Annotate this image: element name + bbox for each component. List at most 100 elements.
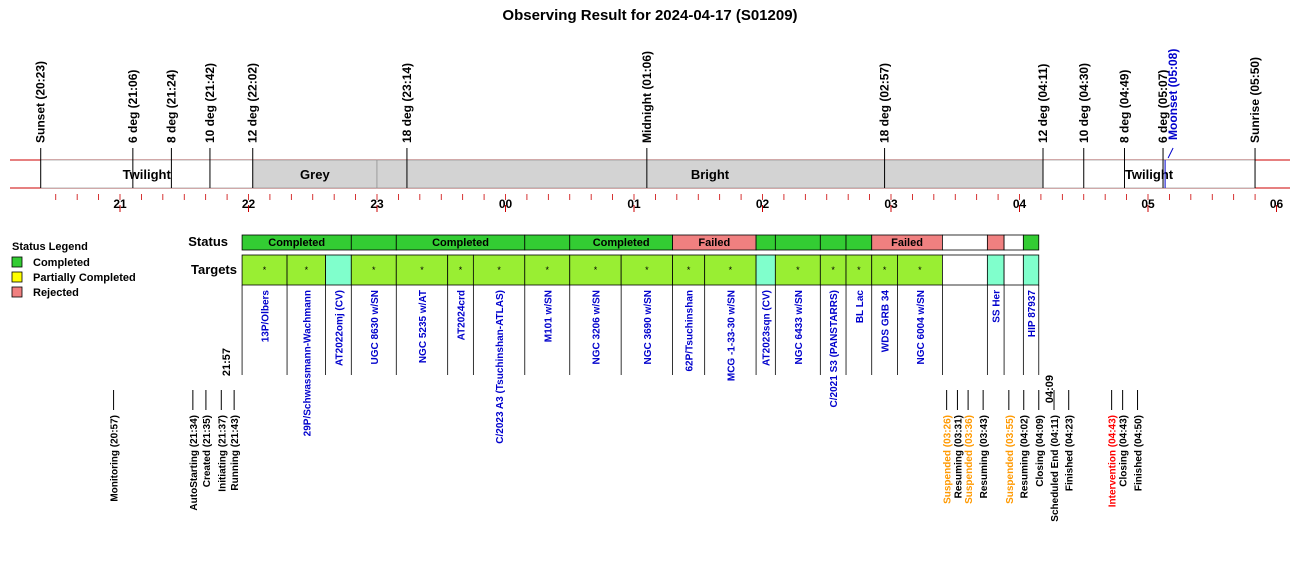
log-label-0: Monitoring (20:57) (110, 415, 121, 502)
target-block-18 (942, 254, 988, 286)
target-mark-5: * (459, 265, 463, 275)
event-label-5: 18 deg (23:14) (400, 63, 414, 143)
target-block-21 (1022, 254, 1040, 286)
target-mark-17: * (918, 265, 922, 275)
target-name-11: MCG -1-33-30 w/SN (726, 290, 737, 381)
status-block-label-0: Completed (268, 237, 325, 249)
status-block-12 (986, 234, 1005, 251)
target-block-6 (472, 254, 526, 286)
log-label-12: Scheduled End (04:11) (1050, 415, 1061, 522)
target-start-time: 21:57 (221, 348, 233, 376)
hour-label-0: 21 (113, 197, 127, 211)
target-block-9 (620, 254, 673, 286)
legend-label-1: Partially Completed (33, 272, 136, 284)
legend-swatch-1 (11, 271, 23, 283)
log-label-5: Suspended (03:26) (943, 415, 954, 504)
event-label-12: Moonset (05:08) (1166, 49, 1180, 140)
sky-band-1 (252, 159, 378, 189)
hour-label-2: 23 (370, 197, 384, 211)
status-block-13 (1003, 234, 1024, 251)
chart-title: Observing Result for 2024-04-17 (S01209) (502, 7, 797, 24)
target-block-0 (241, 254, 288, 286)
sky-band-label-2: Bright (691, 167, 730, 182)
target-block-13 (774, 254, 821, 286)
target-mark-15: * (857, 265, 861, 275)
status-block-label-2: Completed (432, 237, 489, 249)
log-label-11: Closing (04:09) (1035, 415, 1046, 487)
status-block-6 (755, 234, 776, 251)
hour-label-3: 00 (499, 197, 513, 211)
log-label-6: Resuming (03:31) (953, 415, 964, 498)
sky-bands: Twilight Grey Bright Twilight (40, 159, 1256, 189)
event-label-11: 6 deg (05:07) (1156, 70, 1170, 143)
sky-band-label-0: Twilight (123, 167, 172, 182)
targets-row: * * * * * * * * * * * * * * * * (241, 254, 1040, 286)
log-label-7: Suspended (03:36) (964, 415, 975, 504)
hour-label-4: 01 (627, 197, 641, 211)
hour-label-6: 03 (884, 197, 898, 211)
sky-band-label-1: Grey (300, 167, 330, 182)
target-mark-6: * (497, 265, 501, 275)
target-block-11 (704, 254, 757, 286)
status-row-label: Status (188, 234, 228, 249)
hour-label-5: 02 (756, 197, 770, 211)
log-label-10: Resuming (04:02) (1020, 415, 1031, 498)
legend-label-2: Rejected (33, 287, 79, 299)
status-legend: Status Legend Completed Partially Complet… (11, 241, 136, 299)
sky-band-2 (376, 159, 1044, 189)
event-label-8: 12 deg (04:11) (1036, 64, 1050, 143)
status-row: Completed Completed Completed Failed Failed (241, 234, 1040, 251)
target-end-time: 04:09 (1044, 375, 1056, 403)
target-mark-7: * (546, 265, 550, 275)
log-label-2: Created (21:35) (202, 415, 213, 487)
target-name-5: AT2024crd (457, 290, 468, 340)
target-name-7: M101 w/SN (543, 290, 554, 342)
hour-axis: 21 22 23 00 01 02 03 04 05 06 (55, 194, 1284, 212)
status-block-9 (845, 234, 873, 251)
status-block-label-5: Failed (698, 237, 730, 249)
target-name-15: BL Lac (855, 290, 866, 324)
log-label-16: Finished (04:50) (1134, 415, 1145, 491)
log-label-1: AutoStarting (21:34) (189, 415, 200, 511)
hour-label-9: 06 (1270, 197, 1284, 211)
legend-title: Status Legend (12, 241, 88, 253)
log-label-9: Suspended (03:55) (1005, 415, 1016, 504)
target-name-10: 62P/Tsuchinshan (685, 290, 696, 372)
target-mark-4: * (420, 265, 424, 275)
target-block-10 (672, 254, 706, 286)
target-name-0: 13P/Olbers (261, 290, 272, 343)
target-names: 13P/Olbers 29P/Schwassmann-Wachmann AT2022… (241, 285, 1040, 444)
target-block-19 (986, 254, 1005, 286)
status-block-label-4: Completed (593, 237, 650, 249)
event-label-3: 10 deg (21:42) (203, 63, 217, 143)
target-mark-16: * (883, 265, 887, 275)
target-mark-14: * (831, 265, 835, 275)
target-block-8 (569, 254, 622, 286)
target-block-2 (325, 254, 352, 286)
log-label-13: Finished (04:23) (1065, 415, 1076, 491)
target-mark-8: * (594, 265, 598, 275)
sky-band-label-3: Twilight (1125, 167, 1174, 182)
event-label-13: Sunrise (05:50) (1248, 57, 1262, 143)
log-label-14: Intervention (04:43) (1108, 415, 1119, 507)
target-name-3: UGC 8630 w/SN (370, 290, 381, 364)
status-block-1 (350, 234, 397, 251)
target-block-5 (447, 254, 474, 286)
target-name-19: SS Her (992, 290, 1003, 323)
event-label-7: 18 deg (02:57) (878, 63, 892, 143)
log-label-15: Closing (04:43) (1119, 415, 1130, 487)
target-name-12: AT2023sqn (CV) (762, 290, 773, 366)
target-block-3 (350, 254, 397, 286)
targets-row-label: Targets (191, 262, 237, 277)
status-block-3 (524, 234, 571, 251)
event-label-2: 8 deg (21:24) (164, 70, 178, 143)
hour-label-1: 22 (242, 197, 256, 211)
status-block-label-10: Failed (891, 237, 923, 249)
target-name-17: NGC 6004 w/SN (916, 290, 927, 364)
status-block-11 (942, 234, 988, 251)
target-name-2: AT2022omj (CV) (334, 290, 345, 366)
target-block-12 (755, 254, 776, 286)
legend-label-0: Completed (33, 257, 90, 269)
